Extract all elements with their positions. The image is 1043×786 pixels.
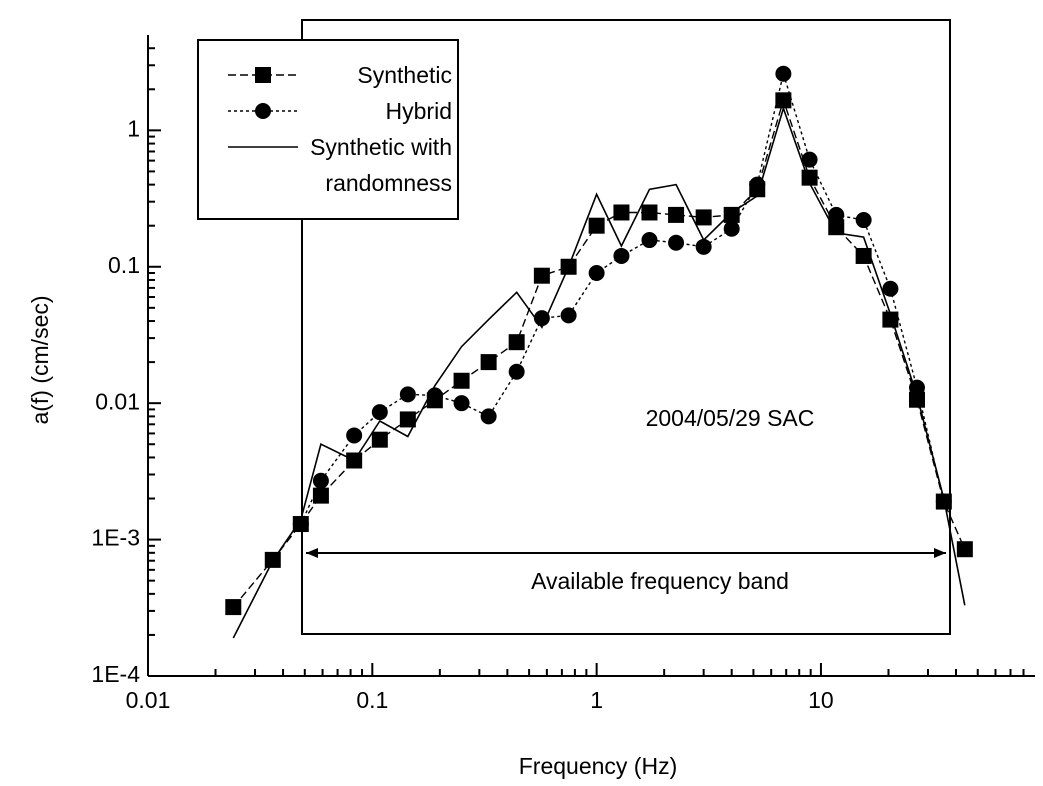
marker	[775, 65, 792, 82]
annotation: 2004/05/29 SAC	[646, 405, 815, 431]
marker	[399, 411, 416, 428]
series-line	[232, 105, 966, 639]
marker	[613, 247, 630, 264]
marker	[908, 379, 925, 396]
legend-label: Hybrid	[385, 98, 452, 124]
x-tick-label: 1	[590, 687, 603, 713]
marker	[371, 431, 388, 448]
marker	[508, 334, 525, 351]
marker	[225, 599, 242, 616]
marker	[292, 516, 309, 533]
x-tick-label: 0.1	[356, 687, 388, 713]
marker	[882, 311, 899, 328]
marker	[480, 354, 497, 371]
marker	[668, 234, 685, 251]
marker	[855, 247, 872, 264]
marker	[312, 487, 329, 504]
legend-label: Synthetic	[357, 62, 452, 88]
x-tick-label: 0.01	[126, 687, 171, 713]
marker	[588, 265, 605, 282]
y-tick-label: 0.1	[108, 252, 140, 278]
marker	[560, 307, 577, 324]
y-axis-label: a(f) (cm/sec)	[27, 295, 53, 424]
marker	[533, 267, 550, 284]
marker	[312, 472, 329, 489]
legend-label: Synthetic with randomness	[310, 134, 452, 196]
marker	[588, 217, 605, 234]
marker	[828, 206, 845, 223]
marker	[882, 280, 899, 297]
marker	[508, 363, 525, 380]
marker	[908, 391, 925, 408]
marker	[775, 92, 792, 109]
marker	[668, 206, 685, 223]
marker	[641, 232, 658, 249]
marker	[426, 387, 443, 404]
marker	[480, 408, 497, 425]
marker	[641, 204, 658, 221]
marker	[255, 103, 271, 119]
marker	[855, 212, 872, 229]
marker	[255, 67, 271, 83]
marker	[828, 219, 845, 236]
y-tick-label: 1	[127, 115, 140, 141]
x-axis-label: Frequency (Hz)	[519, 753, 677, 779]
marker	[371, 404, 388, 421]
marker	[695, 238, 712, 255]
annotation: Available frequency band	[531, 568, 789, 594]
marker	[613, 204, 630, 221]
marker	[453, 372, 470, 389]
y-tick-label: 1E-3	[91, 525, 140, 551]
marker	[453, 395, 470, 412]
marker	[723, 220, 740, 237]
marker	[723, 206, 740, 223]
y-tick-label: 0.01	[95, 388, 140, 414]
y-tick-label: 1E-4	[91, 661, 140, 687]
marker	[399, 386, 416, 403]
band-box	[301, 19, 951, 635]
legend-text: Synthetic Hybrid Synthetic with randomness	[200, 57, 452, 201]
legend	[197, 39, 459, 220]
legend-labels: Synthetic Hybrid Synthetic with randomness	[200, 57, 452, 201]
x-tick-label: 10	[808, 687, 834, 713]
marker	[801, 151, 818, 168]
marker	[346, 427, 363, 444]
marker	[956, 541, 973, 558]
marker	[695, 209, 712, 226]
